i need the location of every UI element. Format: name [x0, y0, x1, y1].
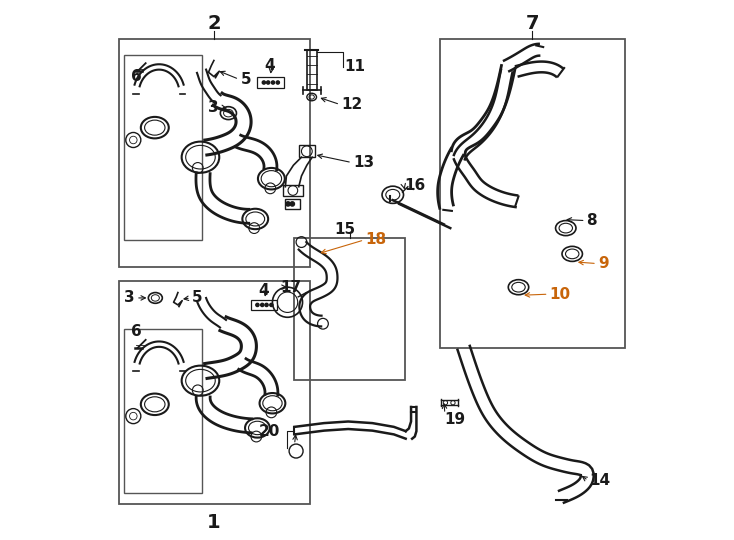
Text: 14: 14: [589, 473, 611, 488]
Circle shape: [286, 202, 290, 206]
Bar: [258, 77, 284, 89]
Text: 2: 2: [207, 15, 221, 33]
Text: 19: 19: [444, 412, 465, 427]
Circle shape: [276, 81, 280, 84]
Text: 4: 4: [258, 283, 269, 298]
Bar: [124, 55, 202, 240]
Circle shape: [262, 81, 266, 84]
Text: 11: 11: [344, 59, 366, 75]
Circle shape: [261, 303, 264, 307]
Bar: [252, 300, 277, 310]
Circle shape: [272, 81, 275, 84]
Text: 15: 15: [334, 222, 355, 237]
Text: 10: 10: [550, 287, 571, 302]
Text: 6: 6: [131, 325, 142, 339]
Text: 4: 4: [264, 58, 275, 73]
Circle shape: [255, 303, 259, 307]
Text: 5: 5: [192, 291, 203, 306]
Circle shape: [266, 81, 270, 84]
Circle shape: [265, 303, 268, 307]
Bar: [440, 39, 625, 348]
Circle shape: [270, 303, 273, 307]
Text: 3: 3: [208, 100, 218, 114]
Text: 7: 7: [526, 15, 539, 33]
Bar: [124, 329, 202, 493]
Text: 17: 17: [280, 280, 301, 295]
Text: 3: 3: [124, 291, 135, 306]
Text: 1: 1: [207, 513, 221, 532]
Bar: [299, 145, 315, 157]
Circle shape: [290, 202, 294, 206]
Text: 8: 8: [586, 213, 597, 228]
Bar: [283, 185, 303, 197]
Bar: [119, 39, 310, 267]
Text: 18: 18: [366, 232, 387, 247]
Text: 12: 12: [341, 97, 363, 112]
Text: 16: 16: [404, 178, 426, 193]
Bar: [307, 50, 316, 90]
Bar: [119, 281, 310, 504]
Text: 13: 13: [354, 155, 374, 170]
Text: 9: 9: [598, 256, 608, 271]
Text: 20: 20: [258, 424, 280, 438]
Text: 6: 6: [131, 69, 142, 84]
Text: 5: 5: [241, 72, 251, 87]
Bar: [294, 238, 404, 380]
Bar: [286, 199, 300, 210]
